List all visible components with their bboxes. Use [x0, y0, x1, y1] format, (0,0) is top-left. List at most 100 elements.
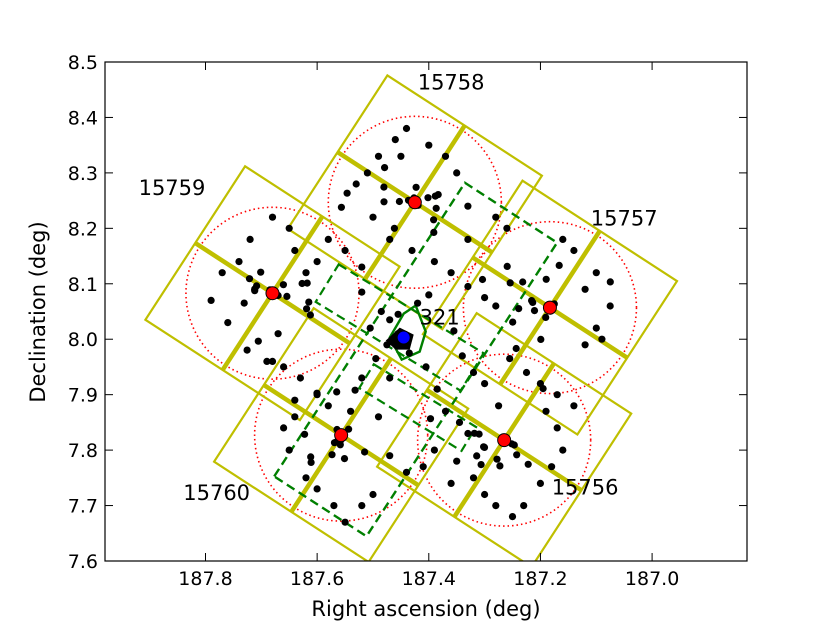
y-tick-label: 8.2	[68, 218, 98, 240]
source-point	[524, 460, 532, 468]
source-point	[345, 425, 353, 433]
source-point	[509, 318, 517, 326]
source-point	[374, 413, 383, 421]
source-point	[347, 407, 355, 415]
y-axis-label: Declination (deg)	[26, 221, 50, 402]
source-point	[433, 385, 441, 393]
source-point	[245, 275, 254, 283]
source-point	[598, 335, 606, 343]
source-point	[324, 235, 332, 243]
source-point	[464, 429, 472, 438]
source-point	[548, 463, 556, 471]
source-point	[503, 224, 511, 232]
source-point	[537, 335, 545, 343]
source-point	[536, 380, 545, 388]
x-tick-label: 187.8	[178, 568, 232, 590]
source-point	[425, 141, 433, 149]
source-point	[424, 194, 432, 202]
source-point	[324, 402, 332, 410]
source-point	[430, 216, 438, 224]
source-point	[469, 474, 478, 482]
plot-frame	[104, 61, 748, 562]
source-point	[274, 330, 282, 338]
source-point	[426, 415, 435, 423]
source-point	[243, 346, 251, 354]
source-point	[372, 355, 380, 363]
source-point	[291, 413, 299, 421]
target-marker-group	[385, 327, 414, 350]
source-point	[224, 319, 232, 327]
source-point	[570, 246, 578, 255]
source-point	[343, 189, 351, 197]
target-marker	[396, 330, 411, 345]
source-point	[341, 518, 349, 526]
source-point	[285, 446, 293, 454]
source-point	[337, 203, 345, 211]
source-point	[431, 192, 439, 200]
source-point	[480, 443, 489, 451]
source-point	[542, 313, 550, 321]
fov-circle	[327, 115, 503, 290]
source-point	[520, 502, 528, 510]
source-point	[425, 291, 433, 299]
source-point	[506, 355, 514, 363]
y-tick-label: 7.9	[68, 385, 98, 407]
source-point	[395, 197, 403, 206]
source-point	[207, 296, 215, 304]
chip-outline	[212, 306, 470, 561]
source-point	[381, 164, 389, 172]
source-point	[380, 198, 388, 206]
source-point	[530, 307, 539, 315]
source-point	[432, 204, 440, 212]
source-point	[380, 183, 388, 191]
source-point	[464, 282, 472, 291]
source-point	[559, 235, 567, 243]
source-point	[307, 453, 315, 461]
source-points	[207, 124, 614, 526]
source-point	[369, 213, 377, 221]
chip-outline	[286, 73, 544, 331]
source-point	[481, 380, 489, 388]
source-point	[581, 341, 589, 349]
source-point	[455, 418, 464, 426]
source-point	[528, 297, 536, 305]
target-footprint-bar	[314, 262, 486, 393]
source-point	[386, 374, 394, 382]
source-point	[592, 324, 600, 332]
source-point	[402, 124, 411, 133]
source-point	[377, 307, 385, 316]
source-point	[508, 513, 517, 521]
source-point	[441, 407, 450, 415]
field-label-15756: 15756	[552, 475, 619, 499]
source-point	[493, 455, 501, 463]
source-point	[481, 490, 489, 499]
target-footprint-outer	[272, 181, 559, 538]
source-point	[503, 262, 511, 270]
x-axis-label: Right ascension (deg)	[311, 597, 540, 621]
source-point	[542, 275, 550, 283]
x-tick-label: 187.0	[625, 568, 679, 590]
source-point	[341, 246, 349, 255]
source-point	[363, 169, 371, 177]
source-point	[358, 374, 366, 382]
source-point	[606, 278, 614, 286]
source-point	[253, 282, 261, 290]
source-point	[285, 224, 293, 232]
source-point	[291, 246, 299, 255]
source-point	[366, 324, 374, 332]
y-tick-label: 8.3	[68, 163, 98, 185]
source-point	[430, 258, 438, 266]
source-point	[581, 285, 589, 293]
y-tick-label: 8.0	[68, 329, 98, 351]
source-point	[492, 502, 500, 510]
source-point	[268, 213, 277, 221]
source-point	[263, 357, 271, 365]
axes: 187.8 187.6 187.4 187.2 187.0 7.6 7.7 7.8 7.9 8.0…	[68, 52, 747, 590]
target-contour	[388, 303, 427, 362]
field-center-marker	[265, 286, 280, 301]
target-label: 321	[420, 306, 460, 330]
field-label-15759: 15759	[139, 176, 206, 200]
source-point	[303, 305, 311, 313]
source-point	[352, 180, 360, 188]
source-point	[306, 311, 314, 319]
